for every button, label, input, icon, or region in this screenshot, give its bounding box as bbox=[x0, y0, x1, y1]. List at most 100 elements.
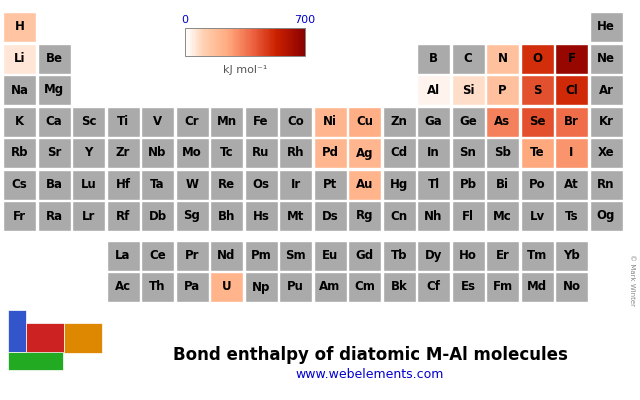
Bar bbox=[141, 240, 174, 270]
Bar bbox=[417, 201, 450, 231]
Bar bbox=[228, 28, 230, 56]
Bar bbox=[486, 170, 519, 200]
Bar bbox=[175, 240, 209, 270]
Text: Pd: Pd bbox=[321, 146, 339, 160]
Bar bbox=[246, 28, 248, 56]
Bar bbox=[451, 240, 484, 270]
Bar bbox=[175, 138, 209, 168]
Text: Lu: Lu bbox=[81, 178, 97, 191]
Text: Zr: Zr bbox=[116, 146, 130, 160]
Bar bbox=[383, 272, 415, 302]
Bar bbox=[555, 240, 588, 270]
Bar bbox=[175, 106, 209, 136]
Bar bbox=[244, 138, 278, 168]
Bar bbox=[275, 28, 276, 56]
Bar bbox=[189, 28, 190, 56]
Text: In: In bbox=[427, 146, 440, 160]
Bar bbox=[226, 28, 227, 56]
Bar bbox=[210, 201, 243, 231]
Bar bbox=[486, 138, 519, 168]
Text: Co: Co bbox=[287, 115, 304, 128]
Text: Ar: Ar bbox=[598, 84, 614, 96]
Bar bbox=[237, 28, 238, 56]
Text: No: No bbox=[563, 280, 580, 294]
Bar bbox=[38, 170, 70, 200]
Text: Md: Md bbox=[527, 280, 547, 294]
Text: Ru: Ru bbox=[252, 146, 269, 160]
Text: Po: Po bbox=[529, 178, 545, 191]
Bar bbox=[451, 201, 484, 231]
Bar bbox=[222, 28, 224, 56]
Bar bbox=[212, 28, 214, 56]
Text: U: U bbox=[221, 280, 231, 294]
Bar bbox=[219, 28, 220, 56]
Bar bbox=[273, 28, 275, 56]
Bar bbox=[259, 28, 261, 56]
Text: Pu: Pu bbox=[287, 280, 304, 294]
Bar bbox=[264, 28, 266, 56]
Bar bbox=[238, 28, 239, 56]
Bar bbox=[298, 28, 300, 56]
Bar bbox=[301, 28, 303, 56]
Text: Ca: Ca bbox=[45, 115, 62, 128]
Bar bbox=[520, 75, 554, 105]
Bar bbox=[141, 138, 174, 168]
Bar bbox=[417, 106, 450, 136]
Text: Br: Br bbox=[564, 115, 579, 128]
Bar bbox=[244, 28, 246, 56]
Bar bbox=[258, 28, 260, 56]
Text: Bk: Bk bbox=[390, 280, 408, 294]
Bar bbox=[220, 28, 221, 56]
Bar bbox=[188, 28, 189, 56]
Text: Sr: Sr bbox=[47, 146, 61, 160]
Bar bbox=[520, 272, 554, 302]
Bar bbox=[520, 138, 554, 168]
Bar bbox=[267, 28, 268, 56]
Bar bbox=[3, 106, 36, 136]
Text: Er: Er bbox=[495, 249, 509, 262]
Text: Y: Y bbox=[84, 146, 93, 160]
Bar bbox=[208, 28, 209, 56]
Bar bbox=[555, 201, 588, 231]
Text: Hs: Hs bbox=[253, 210, 269, 222]
Text: O: O bbox=[532, 52, 542, 65]
Bar bbox=[233, 28, 235, 56]
Text: He: He bbox=[597, 20, 615, 34]
Bar bbox=[288, 28, 290, 56]
Bar bbox=[417, 272, 450, 302]
Bar bbox=[274, 28, 275, 56]
Text: Sn: Sn bbox=[460, 146, 476, 160]
Bar bbox=[202, 28, 204, 56]
Bar bbox=[292, 28, 294, 56]
Bar bbox=[106, 170, 140, 200]
Bar bbox=[190, 28, 191, 56]
Bar bbox=[252, 28, 254, 56]
Text: Ag: Ag bbox=[356, 146, 373, 160]
Bar bbox=[520, 201, 554, 231]
Text: N: N bbox=[497, 52, 508, 65]
Bar bbox=[279, 106, 312, 136]
Text: Nb: Nb bbox=[148, 146, 166, 160]
Bar bbox=[141, 106, 174, 136]
Text: K: K bbox=[15, 115, 24, 128]
Bar bbox=[185, 28, 305, 56]
Bar bbox=[383, 240, 415, 270]
Bar bbox=[555, 44, 588, 74]
Text: Tl: Tl bbox=[428, 178, 440, 191]
Bar bbox=[106, 240, 140, 270]
Bar bbox=[287, 28, 289, 56]
Text: V: V bbox=[153, 115, 162, 128]
Bar bbox=[451, 75, 484, 105]
Text: Re: Re bbox=[218, 178, 235, 191]
Bar bbox=[203, 28, 205, 56]
Bar bbox=[191, 28, 193, 56]
Bar bbox=[221, 28, 223, 56]
Bar bbox=[486, 106, 519, 136]
Text: www.webelements.com: www.webelements.com bbox=[296, 368, 444, 382]
Bar bbox=[204, 28, 206, 56]
Bar bbox=[244, 170, 278, 200]
Bar bbox=[348, 138, 381, 168]
Text: Pr: Pr bbox=[185, 249, 199, 262]
Text: Pt: Pt bbox=[323, 178, 337, 191]
Text: Tc: Tc bbox=[220, 146, 234, 160]
